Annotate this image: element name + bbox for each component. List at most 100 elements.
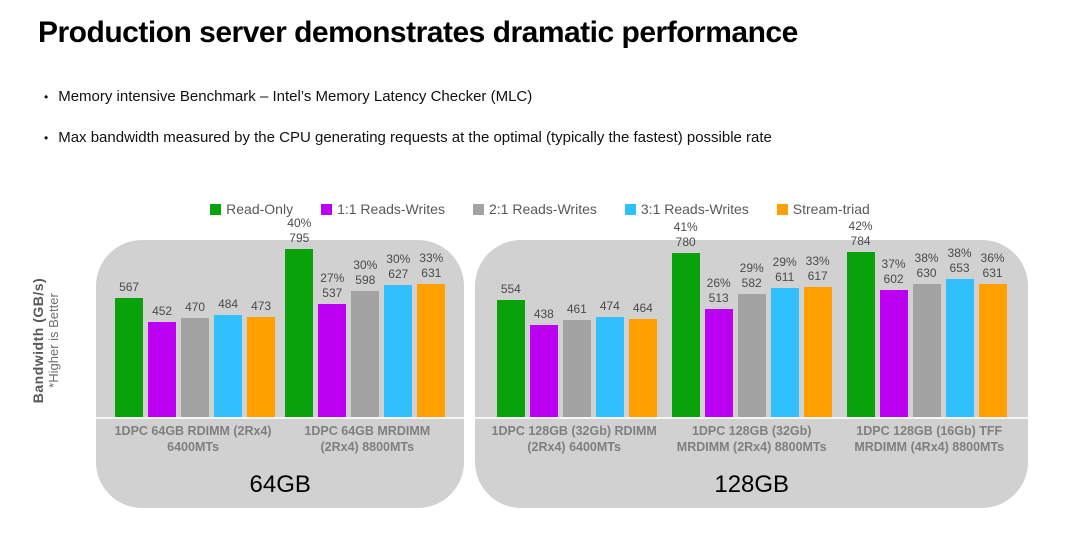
bar-value-label: 33% 631 <box>419 251 444 280</box>
bar-value-label: 474 <box>599 299 620 313</box>
group-label: 1DPC 128GB (16Gb) TFF MRDIMM (4Rx4) 8800… <box>854 424 1005 455</box>
bar-value-label: 33% 617 <box>805 254 830 283</box>
bar-Stream-triad <box>417 284 446 417</box>
bar-cell: 41% 780 <box>671 220 700 417</box>
legend-swatch-icon <box>472 203 484 215</box>
bar-cell: 567 <box>115 280 144 417</box>
bar-1:1 Reads-Writes <box>529 325 558 417</box>
panel-caption: 128GB <box>714 470 790 498</box>
bar-cell: 461 <box>562 302 591 417</box>
bar-cell: 36% 631 <box>978 251 1007 417</box>
bar-value-label: 38% 630 <box>914 251 939 280</box>
bullet-marker-icon: • <box>44 131 49 145</box>
bar-cell: 38% 653 <box>945 246 974 417</box>
bar-value-label: 29% 582 <box>739 261 764 290</box>
bar-value-label: 554 <box>500 282 521 296</box>
plot-area: 567 452 470 484 473 40% 795 27% 537 30% 598 30% 627 3… <box>96 216 464 417</box>
page-title: Production server demonstrates dramatic … <box>38 16 798 49</box>
group-labels-row: 1DPC 64GB RDIMM (2Rx4) 6400MTs 1DPC 64GB … <box>96 417 464 469</box>
legend-item: 2:1 Reads-Writes <box>472 201 597 217</box>
bar-2:1 Reads-Writes <box>912 284 941 417</box>
bar-cell: 452 <box>148 304 177 417</box>
bar-value-label: 26% 513 <box>706 276 731 305</box>
bar-2:1 Reads-Writes <box>737 294 766 417</box>
bar-1:1 Reads-Writes <box>704 309 733 417</box>
bar-cell: 438 <box>529 307 558 417</box>
bar-value-label: 464 <box>632 301 653 315</box>
bar-cell: 30% 598 <box>351 258 380 417</box>
bar-value-label: 41% 780 <box>673 220 698 249</box>
group-labels-row: 1DPC 128GB (32Gb) RDIMM (2Rx4) 6400MTs 1D… <box>475 417 1028 469</box>
bar-value-label: 40% 795 <box>287 216 312 245</box>
group-label: 1DPC 64GB RDIMM (2Rx4) 6400MTs <box>114 424 272 455</box>
bar-value-label: 470 <box>185 300 206 314</box>
legend-item: 1:1 Reads-Writes <box>321 201 445 217</box>
legend-item: Stream-triad <box>776 201 870 217</box>
bar-cell: 33% 631 <box>417 251 446 417</box>
chart-legend: Read-Only 1:1 Reads-Writes 2:1 Reads-Write… <box>0 201 1080 217</box>
bar-2:1 Reads-Writes <box>181 318 210 417</box>
bar-cell: 473 <box>247 299 276 417</box>
bar-1:1 Reads-Writes <box>879 290 908 417</box>
bullet-marker-icon: • <box>44 90 49 104</box>
bullet-item: • Memory intensive Benchmark – Intel’s M… <box>44 88 1044 105</box>
bullet-text: Max bandwidth measured by the CPU genera… <box>58 129 772 146</box>
bar-Stream-triad <box>803 287 832 417</box>
legend-label: 3:1 Reads-Writes <box>640 201 749 217</box>
legend-label: Stream-triad <box>792 201 870 217</box>
bar-value-label: 438 <box>533 307 554 321</box>
x-axis-line <box>96 417 465 419</box>
bar-Read-Only <box>285 249 314 417</box>
group-label: 1DPC 128GB (32Gb) RDIMM (2Rx4) 6400MTs <box>491 424 657 455</box>
bar-value-label: 36% 631 <box>980 251 1005 280</box>
bullet-item: • Max bandwidth measured by the CPU gene… <box>44 129 1044 146</box>
bar-value-label: 37% 602 <box>881 257 906 286</box>
bar-3:1 Reads-Writes <box>384 285 413 417</box>
bar-value-label: 30% 598 <box>353 258 378 287</box>
x-axis-line <box>475 417 1028 419</box>
y-axis-note: *Higher is Better <box>46 293 62 388</box>
bar-value-label: 473 <box>251 299 272 313</box>
bar-value-label: 27% 537 <box>320 271 345 300</box>
legend-swatch-icon <box>210 203 222 215</box>
legend-label: Read-Only <box>226 201 294 217</box>
bar-3:1 Reads-Writes <box>770 288 799 417</box>
y-axis-label: Bandwidth (GB/s) *Higher is Better <box>14 248 78 433</box>
bar-Stream-triad <box>247 317 276 417</box>
bar-cell: 30% 627 <box>384 252 413 417</box>
bar-3:1 Reads-Writes <box>214 315 243 417</box>
bar-group: 554 438 461 474 464 <box>489 282 664 417</box>
y-axis-title: Bandwidth (GB/s) <box>30 277 47 404</box>
bar-Read-Only <box>671 253 700 417</box>
legend-item: Read-Only <box>210 201 293 217</box>
bar-value-label: 42% 784 <box>848 219 873 248</box>
legend-label: 2:1 Reads-Writes <box>488 201 597 217</box>
chart-panel: 554 438 461 474 464 41% 780 26% 513 29% 582 29% 611 3… <box>475 219 1028 508</box>
bar-cell: 484 <box>214 297 243 417</box>
panel-caption: 64GB <box>249 470 311 498</box>
bullet-list: • Memory intensive Benchmark – Intel’s M… <box>44 88 1044 170</box>
legend-item: 3:1 Reads-Writes <box>624 201 749 217</box>
bar-Read-Only <box>496 300 525 417</box>
legend-swatch-icon <box>624 203 636 215</box>
bar-cell: 29% 582 <box>737 261 766 417</box>
bar-cell: 42% 784 <box>846 219 875 417</box>
chart: 567 452 470 484 473 40% 795 27% 537 30% 598 30% 627 3… <box>96 216 1028 508</box>
bar-group: 567 452 470 484 473 <box>110 280 280 417</box>
bar-Stream-triad <box>628 319 657 417</box>
legend-label: 1:1 Reads-Writes <box>337 201 445 217</box>
bar-cell: 38% 630 <box>912 251 941 417</box>
group-label: 1DPC 128GB (32Gb) MRDIMM (2Rx4) 8800MTs <box>676 424 827 455</box>
chart-panel: 567 452 470 484 473 40% 795 27% 537 30% 598 30% 627 3… <box>96 216 465 508</box>
plot-area: 554 438 461 474 464 41% 780 26% 513 29% 582 29% 611 3… <box>475 219 1028 417</box>
bar-cell: 474 <box>595 299 624 417</box>
bar-value-label: 30% 627 <box>386 252 411 281</box>
bar-cell: 27% 537 <box>318 271 347 417</box>
bar-value-label: 29% 611 <box>772 255 797 284</box>
bar-value-label: 484 <box>218 297 239 311</box>
bar-group: 42% 784 37% 602 38% 630 38% 653 36% 631 <box>839 219 1014 417</box>
legend-swatch-icon <box>776 203 788 215</box>
bar-2:1 Reads-Writes <box>351 291 380 417</box>
bar-3:1 Reads-Writes <box>945 279 974 417</box>
